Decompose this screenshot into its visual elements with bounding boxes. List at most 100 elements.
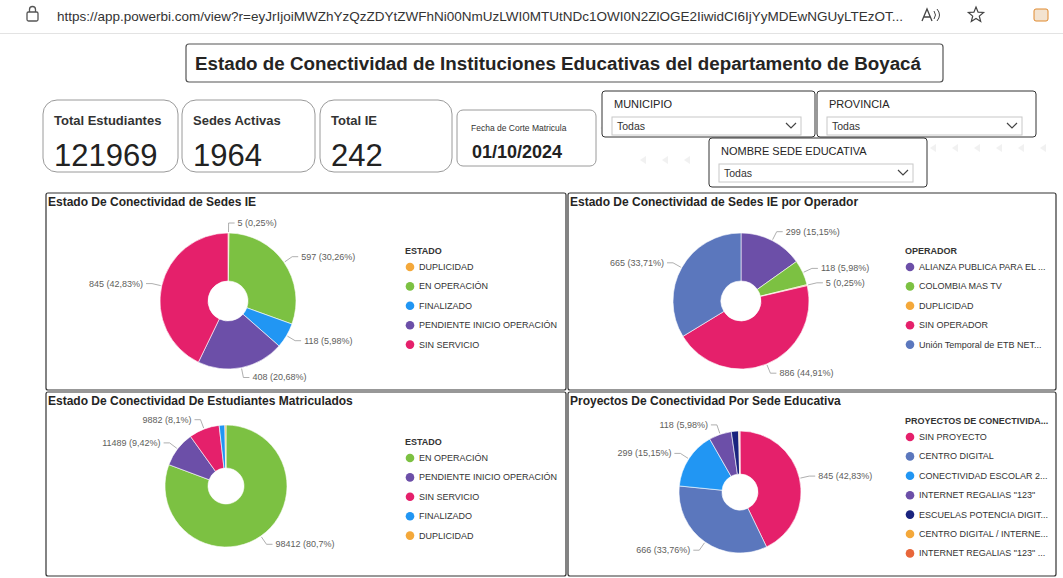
- dropdown[interactable]: [719, 164, 913, 182]
- legend-marker: [906, 472, 915, 481]
- leader-line: [229, 223, 235, 232]
- pie-slice[interactable]: [739, 431, 741, 474]
- data-label: 665 (33,71%): [610, 258, 664, 268]
- legend-entry[interactable]: SIN PROYECTO: [919, 432, 987, 442]
- slicer: PROVINCIATodas: [817, 91, 1036, 137]
- pie: [673, 233, 809, 369]
- leader-line: [767, 365, 776, 373]
- legend-marker: [906, 302, 915, 311]
- chart-panel: Proyectos De Conectividad Por Sede Educa…: [568, 392, 1056, 576]
- legend-marker: [906, 452, 915, 461]
- pie-slice[interactable]: [739, 431, 740, 474]
- leader-line: [195, 420, 204, 428]
- pie-slice[interactable]: [190, 425, 224, 471]
- legend-marker: [906, 530, 915, 539]
- legend-entry[interactable]: CENTRO DIGITAL / INTERNE...: [919, 529, 1048, 539]
- url[interactable]: https://app.powerbi.com/view?r=eyJrIjoiM…: [57, 9, 903, 24]
- legend-entry[interactable]: COLOMBIA MAS TV: [919, 281, 1002, 291]
- slicer-value[interactable]: Todas: [724, 167, 752, 179]
- legend-entry[interactable]: INTERNET REGALIAS "123" ...: [919, 548, 1045, 558]
- chart-title: Estado De Conectividad de Sedes IE por O…: [570, 195, 858, 209]
- card-frame: [320, 100, 452, 172]
- address-bar: [0, 0, 1063, 33]
- legend-entry[interactable]: PENDIENTE INICIO OPERACIÓN: [419, 472, 557, 482]
- card-label: Sedes Activas: [193, 113, 281, 128]
- leader-line: [773, 232, 783, 240]
- pie-slice[interactable]: [225, 425, 226, 468]
- legend-entry[interactable]: DUPLICIDAD: [419, 262, 474, 272]
- slicer-frame: [602, 91, 815, 137]
- pie-slice[interactable]: [731, 431, 739, 474]
- legend-entry[interactable]: FINALIZADO: [419, 301, 472, 311]
- dropdown[interactable]: [827, 117, 1022, 135]
- data-labels: 98412 (80,7%)11489 (9,42%)9882 (8,1%): [102, 415, 334, 550]
- legend-entry[interactable]: INTERNET REGALIAS "123": [919, 490, 1035, 500]
- legend-entry[interactable]: CONECTIVIDAD ESCOLAR 2...: [919, 471, 1048, 481]
- legend-entry[interactable]: ESCUELAS POTENCIA DIGIT...: [919, 510, 1048, 520]
- card-value: 242: [331, 138, 383, 173]
- legend-entry[interactable]: FINALIZADO: [419, 511, 472, 521]
- legend-entry[interactable]: Unión Temporal de ETB NET...: [919, 340, 1041, 350]
- card-frame: [182, 100, 315, 172]
- browser-bar: https://app.powerbi.com/view?r=eyJrIjoiM…: [0, 0, 1063, 34]
- slicer: MUNICIPIOTodas: [602, 91, 815, 137]
- legend-marker: [406, 340, 415, 349]
- legend-entry[interactable]: SIN SERVICIO: [419, 340, 479, 350]
- legend-marker: [406, 531, 415, 540]
- slicer-value[interactable]: Todas: [617, 120, 645, 132]
- data-label: 299 (15,15%): [786, 227, 840, 237]
- panel-frame: [568, 193, 1056, 390]
- chevron: [786, 123, 796, 128]
- data-label: 118 (5,98%): [660, 420, 708, 430]
- legend-entry[interactable]: SIN SERVICIO: [419, 492, 479, 502]
- data-labels: 5 (0,25%)597 (30,26%)118 (5,98%)408 (20,…: [89, 218, 355, 382]
- legend-title: ESTADO: [405, 437, 442, 447]
- pie-slice[interactable]: [673, 233, 741, 336]
- legend-entry[interactable]: PENDIENTE INICIO OPERACIÓN: [419, 320, 557, 330]
- favorite-icon[interactable]: [968, 7, 983, 22]
- legend-entry[interactable]: DUPLICIDAD: [419, 531, 474, 541]
- legend-entry[interactable]: DUPLICIDAD: [919, 301, 974, 311]
- legend-entry[interactable]: CENTRO DIGITAL: [919, 451, 994, 461]
- slicer-frame: [817, 91, 1036, 137]
- legend-entry[interactable]: ALIANZA PUBLICA PARA EL ...: [919, 262, 1046, 272]
- legend-marker: [906, 510, 915, 519]
- data-label: 845 (42,83%): [89, 279, 143, 289]
- panel-frame: [568, 392, 1056, 576]
- data-labels: 299 (15,15%)118 (5,98%)5 (0,25%)886 (44,…: [610, 227, 869, 379]
- leader-line: [711, 425, 720, 434]
- data-label: 98412 (80,7%): [275, 539, 334, 549]
- leader-line: [800, 476, 815, 478]
- pie-slice[interactable]: [228, 233, 296, 324]
- legend-title: ESTADO: [405, 246, 442, 256]
- data-label: 299 (15,15%): [617, 448, 671, 458]
- legend-marker: [406, 454, 415, 463]
- pie-slice[interactable]: [219, 425, 226, 468]
- slicer-value[interactable]: Todas: [832, 120, 860, 132]
- pie: [679, 431, 801, 553]
- pie: [160, 233, 296, 369]
- legend-entry[interactable]: EN OPERACIÓN: [419, 281, 488, 291]
- data-label: 845 (42,83%): [818, 471, 872, 481]
- leader-line: [693, 543, 704, 550]
- pie-slice[interactable]: [160, 233, 228, 362]
- dropdown[interactable]: [612, 117, 801, 135]
- legend-marker: [406, 321, 415, 330]
- card-value: 01/10/2024: [472, 142, 562, 162]
- card-label: Fecha de Corte Matricula: [471, 123, 567, 133]
- pie-slice[interactable]: [165, 425, 287, 547]
- card-frame: [457, 110, 596, 166]
- pie-slice[interactable]: [679, 486, 767, 553]
- legend: ESTADO DUPLICIDAD EN OPERACIÓN FINALIZADO PE…: [405, 246, 557, 350]
- page-title: Estado de Conectividad de Instituciones …: [195, 54, 922, 74]
- legend-marker: [406, 512, 415, 521]
- legend-entry[interactable]: EN OPERACIÓN: [419, 453, 488, 463]
- legend-marker: [406, 282, 415, 291]
- legend-marker: [906, 263, 915, 272]
- legend-marker: [906, 491, 915, 500]
- title-box: [186, 44, 943, 82]
- data-label: 666 (33,76%): [636, 545, 690, 555]
- reader-icon[interactable]: [922, 9, 932, 21]
- extension-icon[interactable]: [1034, 9, 1048, 21]
- legend-entry[interactable]: SIN OPERADOR: [919, 320, 989, 330]
